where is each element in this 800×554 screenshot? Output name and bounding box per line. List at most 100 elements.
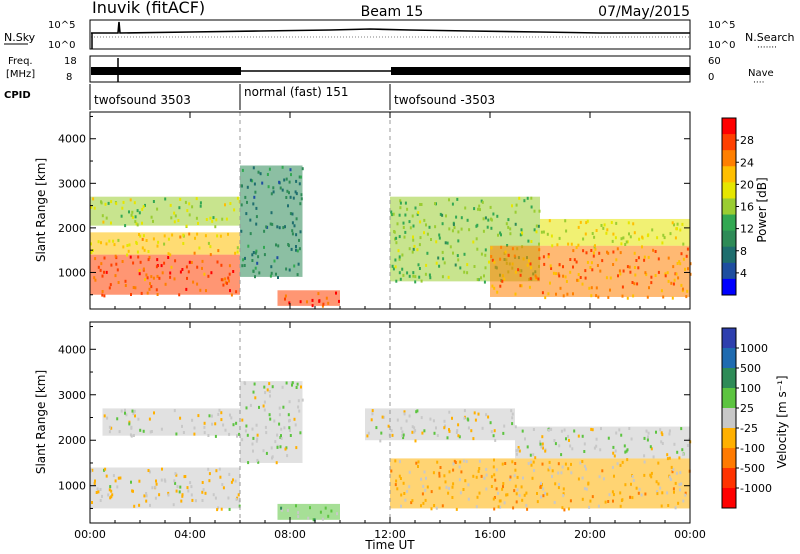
power-speckle [196,232,199,236]
power-speckle [295,217,298,221]
power-speckle [476,247,479,251]
power-speckle [654,274,657,277]
velocity-speckle [515,500,518,504]
velocity-speckle [281,385,284,389]
power-speckle [676,222,679,226]
velocity-speckle [551,469,554,473]
velocity-speckle [656,490,658,494]
velocity-speckle [132,434,135,437]
velocity-speckle [632,479,635,482]
power-speckle [399,199,402,203]
power-speckle [635,259,638,262]
velocity-region [90,467,240,509]
velocity-speckle [217,412,220,416]
power-speckle [282,226,285,230]
power-speckle [463,270,466,274]
velocity-speckle [142,429,145,433]
time-tick-label: 20:00 [574,528,606,541]
power-speckle [298,238,300,242]
velocity-speckle [443,419,446,423]
power-speckle [286,189,289,193]
velocity-speckle [514,484,517,488]
power-speckle [489,205,492,209]
velocity-speckle [649,445,652,449]
velocity-speckle [659,428,662,432]
power-speckle [582,237,585,241]
power-speckle [254,190,257,194]
velocity-speckle [423,429,426,433]
power-speckle [293,224,296,228]
velocity-speckle [417,460,420,464]
velocity-speckle [489,421,492,425]
power-speckle [251,179,254,183]
power-speckle [511,204,513,208]
power-speckle [219,234,222,238]
velocity-speckle [497,491,500,495]
power-speckle [484,248,487,252]
power-speckle [444,241,447,245]
velocity-speckle [300,385,302,389]
velocity-speckle [659,486,662,490]
velocity-speckle [470,429,473,433]
power-speckle [152,219,154,223]
power-speckle [650,281,653,285]
power-speckle [646,295,649,299]
velocity-speckle [268,390,271,393]
power-speckle [90,242,92,246]
power-speckle [612,250,615,254]
velocity-speckle [173,479,176,483]
velocity-speckle [650,447,653,451]
velocity-speckle [394,483,397,487]
power-speckle [530,266,533,270]
power-speckle [601,259,604,263]
power-speckle [624,243,627,246]
velocity-speckle [460,470,463,474]
power-speckle [228,264,231,268]
velocity-speckle [630,437,633,441]
power-speckle [398,213,401,217]
power-speckle [299,202,302,206]
power-speckle [287,244,290,248]
power-speckle [572,265,574,269]
power-speckle [148,287,151,291]
velocity-speckle [583,464,586,468]
power-speckle [448,227,451,231]
power-speckle [147,250,150,253]
velocity-speckle [125,413,128,417]
power-speckle [484,266,487,270]
velocity-speckle [131,409,134,413]
power-speckle [147,258,150,262]
velocity-speckle [630,482,632,486]
velocity-speckle [399,477,402,480]
velocity-speckle [645,429,648,433]
power-speckle [514,210,517,214]
velocity-speckle [668,429,671,433]
velocity-speckle [498,499,501,503]
power-speckle [182,233,185,237]
velocity-speckle [109,496,112,500]
velocity-speckle [284,447,287,451]
velocity-region [102,408,240,436]
velocity-speckle [299,431,302,435]
power-speckle [586,219,589,223]
velocity-speckle [646,438,649,442]
velocity-speckle [520,485,523,489]
velocity-speckle [96,487,99,491]
velocity-speckle [214,496,217,500]
freq-panel: Freq. [MHz] 18 8 60 0 Nave ···· [6,55,774,88]
velocity-speckle [511,412,514,416]
velocity-speckle [270,446,273,450]
velocity-speckle [288,426,291,430]
power-speckle [473,265,476,268]
power-speckle [500,233,502,237]
power-speckle [657,257,660,261]
velocity-speckle [581,476,584,480]
velocity-speckle [264,425,267,429]
velocity-speckle [153,411,155,415]
power-speckle [246,185,249,189]
power-speckle [416,248,419,252]
velocity-speckle [190,493,193,497]
velocity-speckle [193,426,196,430]
power-speckle [179,197,182,201]
power-speckle [270,192,273,196]
